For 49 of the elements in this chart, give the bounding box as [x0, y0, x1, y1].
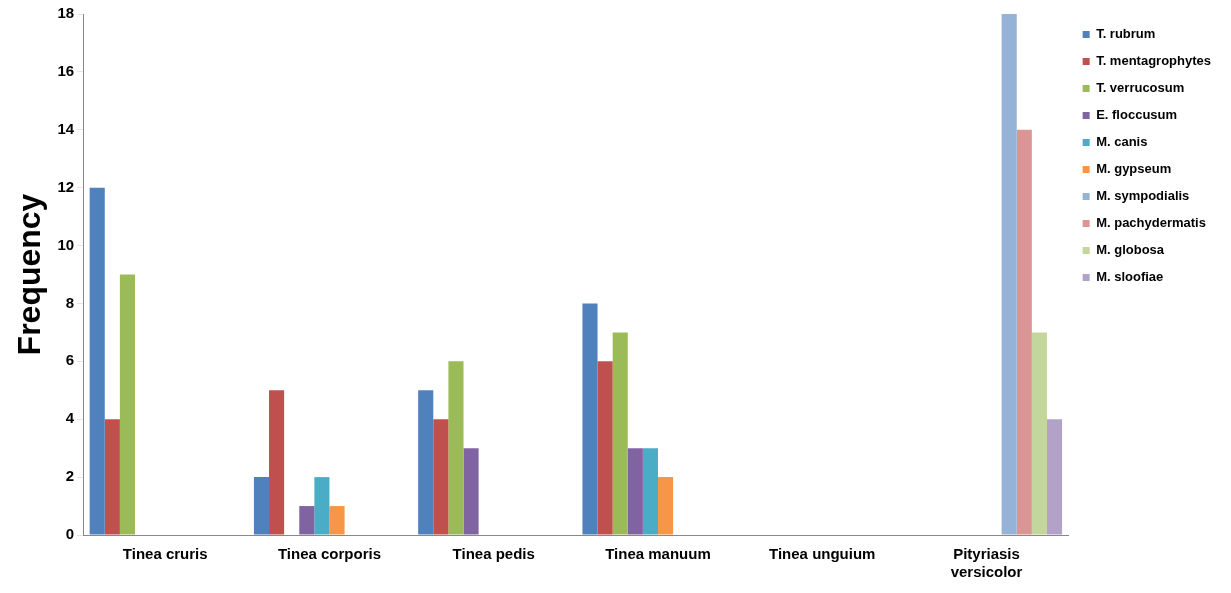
- y-tick-label: 18: [57, 4, 75, 22]
- y-tick-label: 10: [57, 235, 75, 253]
- bar: [597, 361, 613, 535]
- legend-label: M. canis: [1096, 134, 1148, 150]
- bar: [314, 477, 330, 535]
- legend-label: T. mentagrophytes: [1096, 53, 1211, 69]
- x-tick-label: Tinea manuum: [605, 545, 711, 563]
- bar: [1001, 14, 1017, 535]
- bar: [642, 448, 658, 535]
- legend-label: M. gypseum: [1096, 161, 1172, 177]
- y-tick-label: 16: [57, 62, 75, 80]
- legend-label: T. verrucosum: [1096, 80, 1185, 96]
- bar: [329, 506, 345, 535]
- bar: [299, 506, 315, 535]
- x-tick-label: Tinea cruris: [122, 545, 208, 563]
- legend-label: M. sloofiae: [1096, 269, 1164, 285]
- bar: [1031, 332, 1047, 535]
- legend-label: E. floccusum: [1096, 107, 1178, 123]
- y-tick-label: 12: [57, 177, 75, 195]
- legend-label: M. pachydermatis: [1096, 215, 1206, 231]
- x-tick-label: Pityriasis versicolor: [950, 545, 1023, 581]
- y-tick-label: 0: [65, 525, 75, 543]
- bar: [582, 303, 598, 535]
- legend-label: T. rubrum: [1096, 26, 1156, 42]
- x-tick-label: Tinea pedis: [452, 545, 535, 563]
- y-tick-label: 2: [65, 467, 75, 485]
- bar: [658, 477, 674, 535]
- y-tick-label: 4: [65, 409, 75, 427]
- bar: [433, 419, 449, 535]
- y-tick-label: 8: [65, 293, 75, 311]
- bar: [1046, 419, 1063, 535]
- bar: [448, 361, 464, 535]
- y-tick-label: 6: [65, 351, 75, 369]
- bar: [612, 332, 628, 535]
- y-axis-title: Frequency: [11, 193, 48, 356]
- bar: [418, 390, 434, 535]
- x-tick-label: Tinea unguium: [769, 545, 876, 563]
- bar: [89, 187, 105, 535]
- legend-label: M. sympodialis: [1096, 188, 1190, 204]
- x-tick-label: Tinea corporis: [277, 545, 382, 563]
- bar: [119, 274, 135, 535]
- bar: [463, 448, 479, 535]
- y-tick-label: 14: [57, 119, 75, 137]
- bar: [269, 390, 285, 535]
- bar: [627, 448, 643, 535]
- legend-label: M. globosa: [1096, 242, 1165, 258]
- bar: [104, 419, 120, 535]
- bar: [253, 477, 270, 535]
- bar: [1016, 129, 1032, 535]
